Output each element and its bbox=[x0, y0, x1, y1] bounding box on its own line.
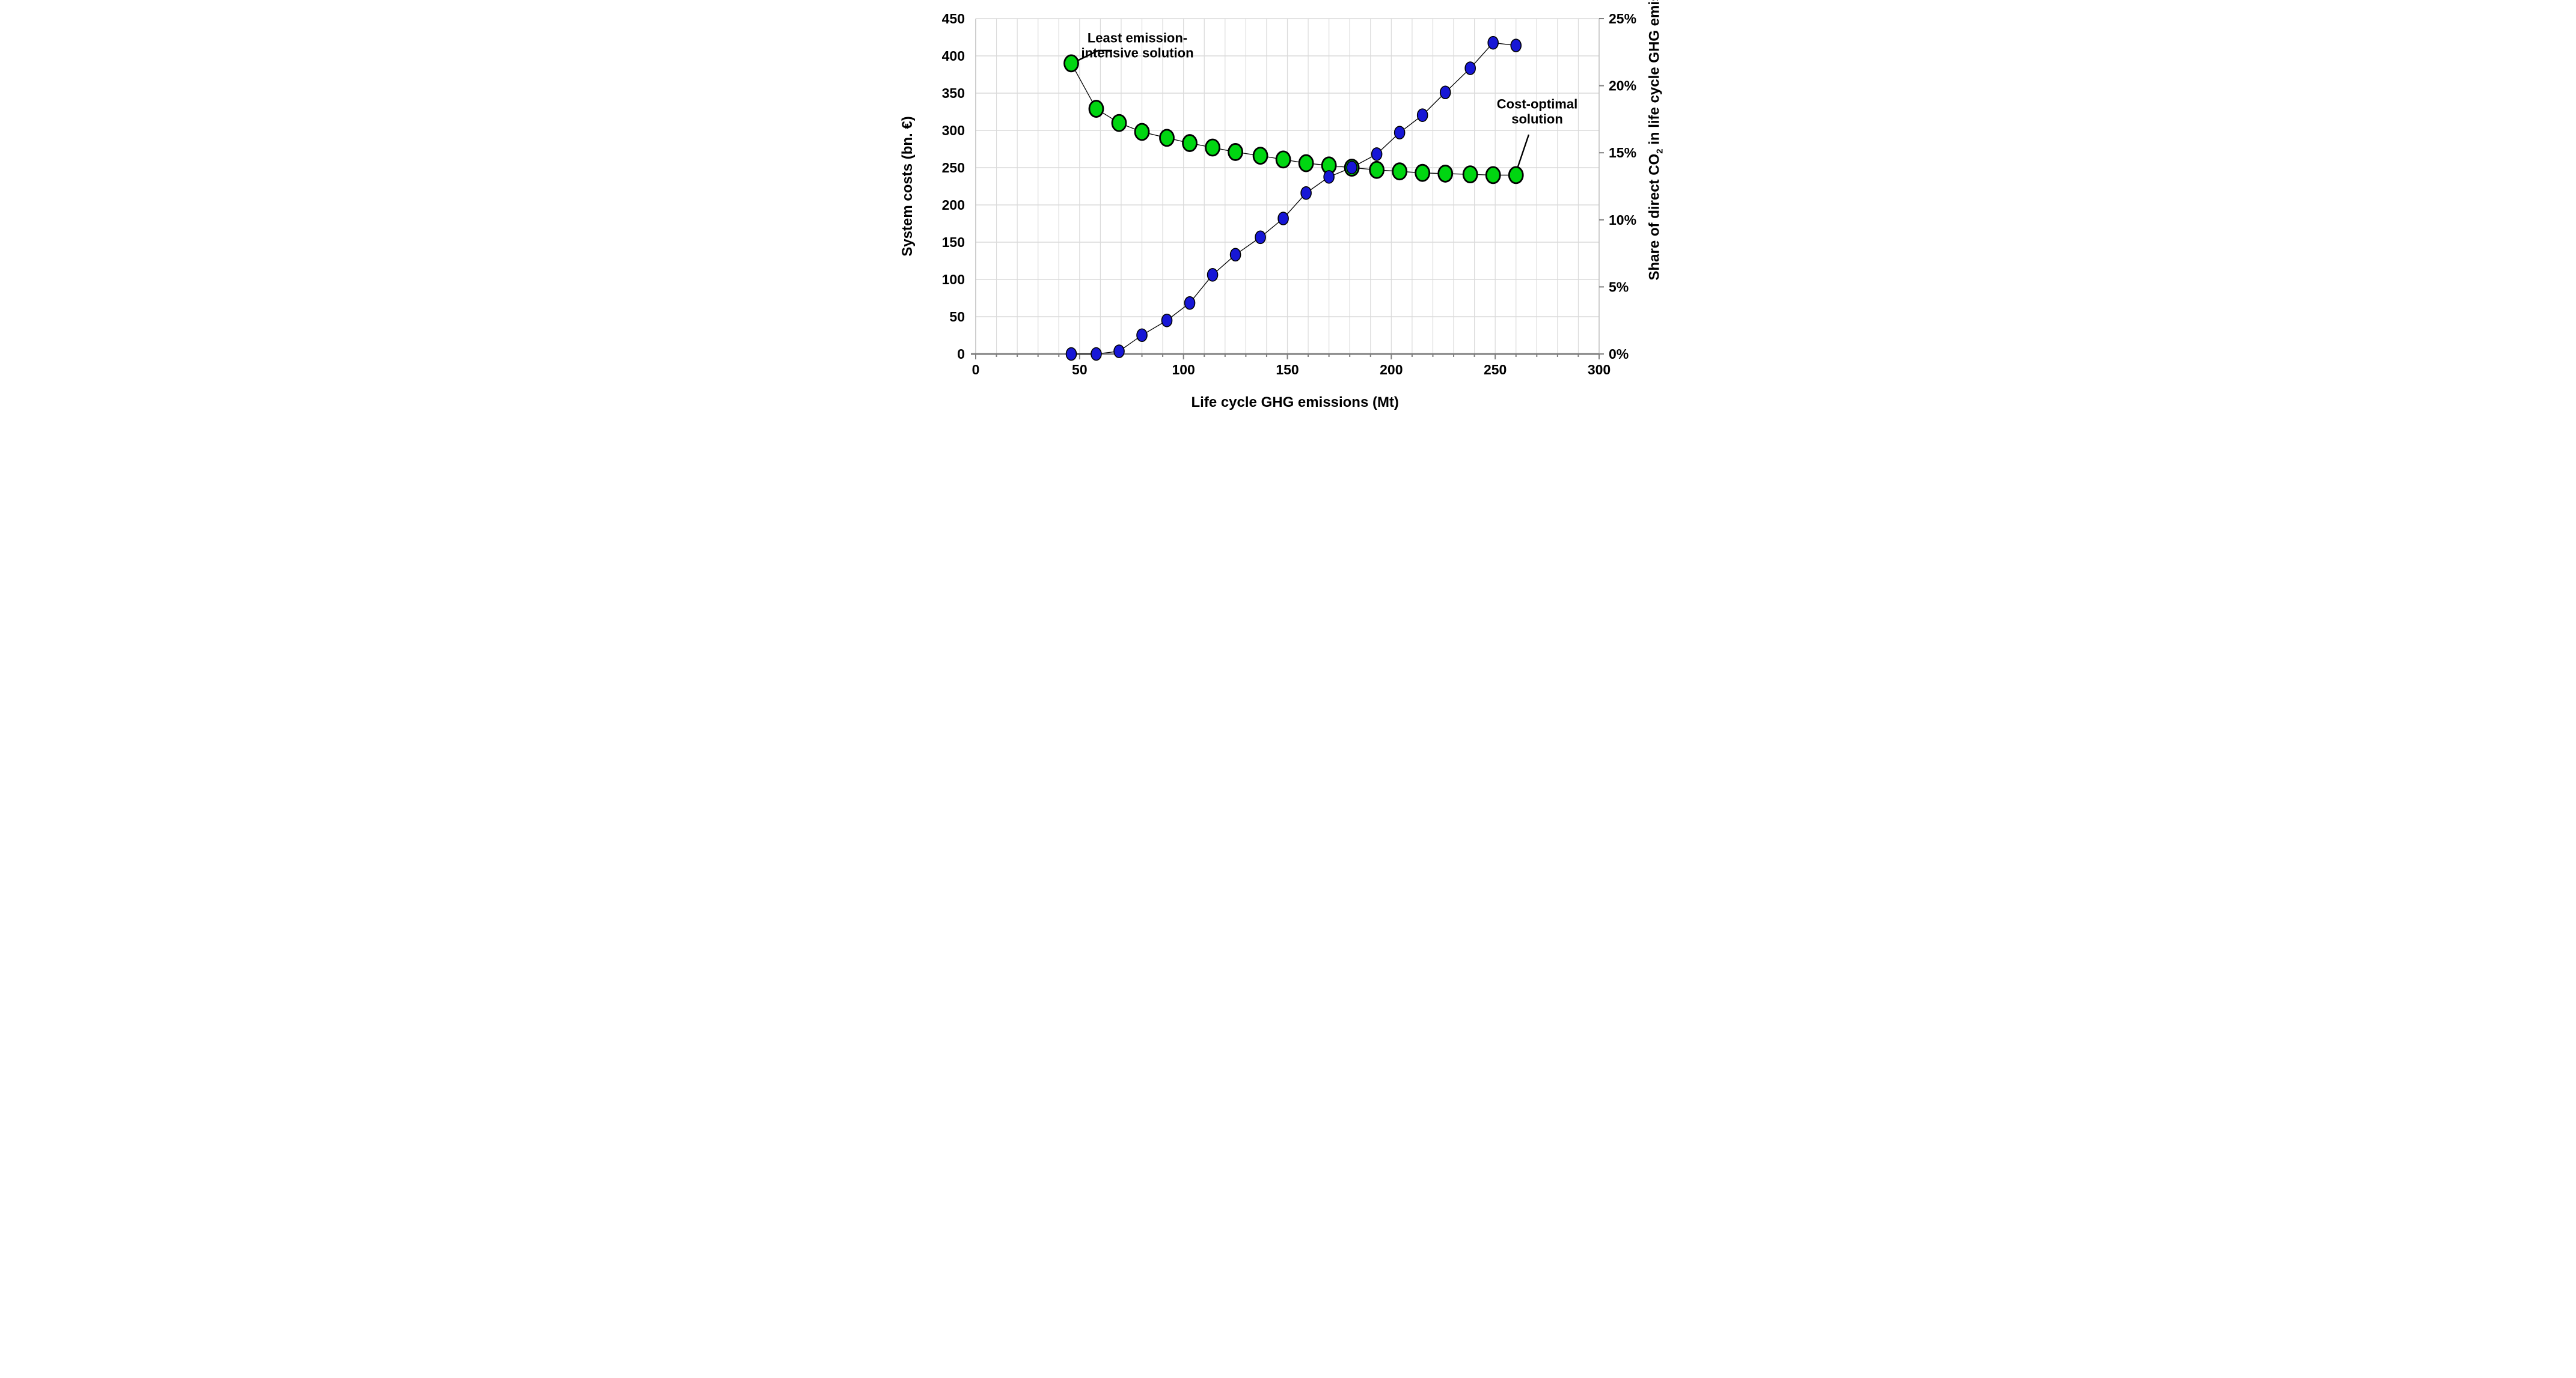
data-point-costs bbox=[1088, 100, 1104, 118]
data-point-share bbox=[1394, 126, 1406, 140]
y-right-tick-label: 20% bbox=[1609, 78, 1636, 94]
x-tick-label: 50 bbox=[1072, 362, 1088, 377]
data-point-costs bbox=[1298, 154, 1314, 172]
data-point-costs bbox=[1415, 163, 1431, 182]
co2-subscript: 2 bbox=[1654, 148, 1665, 154]
data-point-costs bbox=[1485, 166, 1501, 184]
y-axis-title-left: System costs (bn. €) bbox=[899, 116, 916, 257]
data-point-share bbox=[1323, 170, 1335, 184]
y-right-tick-label: 25% bbox=[1609, 11, 1636, 26]
y-left-tick-label: 150 bbox=[942, 234, 965, 250]
data-point-share bbox=[1300, 186, 1312, 200]
data-point-costs bbox=[1159, 129, 1175, 147]
y-left-tick-label: 250 bbox=[942, 160, 965, 175]
y-left-tick-label: 450 bbox=[942, 11, 965, 26]
data-point-share bbox=[1371, 147, 1383, 161]
y-left-tick-label: 100 bbox=[942, 272, 965, 287]
x-tick-label: 100 bbox=[1172, 362, 1195, 377]
data-point-share bbox=[1255, 230, 1266, 245]
data-point-share bbox=[1161, 313, 1173, 328]
data-point-share bbox=[1091, 347, 1102, 361]
x-axis-title: Life cycle GHG emissions (Mt) bbox=[1191, 394, 1399, 410]
data-point-costs bbox=[1275, 150, 1291, 169]
y-right-tick-label: 15% bbox=[1609, 145, 1636, 160]
data-point-share bbox=[1136, 328, 1148, 343]
y-right-tick-label: 10% bbox=[1609, 212, 1636, 228]
data-point-costs bbox=[1182, 134, 1198, 152]
y-axis-title-right-text: Share of direct CO bbox=[1646, 153, 1663, 281]
data-point-costs bbox=[1369, 160, 1385, 179]
y-right-tick-label: 5% bbox=[1609, 279, 1629, 294]
data-point-costs bbox=[1437, 165, 1454, 183]
annotation-least-line2: intensive solution bbox=[1081, 45, 1194, 60]
x-tick-label: 300 bbox=[1588, 362, 1611, 377]
y-left-tick-label: 350 bbox=[942, 85, 965, 101]
annotation-least-line1: Least emission- bbox=[1087, 30, 1188, 46]
data-point-costs bbox=[1252, 147, 1268, 165]
x-tick-label: 150 bbox=[1276, 362, 1299, 377]
y-left-tick-label: 50 bbox=[949, 309, 965, 325]
data-point-costs bbox=[1508, 166, 1524, 184]
data-point-share bbox=[1416, 108, 1428, 123]
data-point-share bbox=[1229, 248, 1241, 262]
data-point-share bbox=[1207, 268, 1219, 282]
y-left-tick-label: 400 bbox=[942, 48, 965, 64]
x-tick-label: 250 bbox=[1484, 362, 1507, 377]
data-point-costs bbox=[1228, 143, 1243, 161]
data-point-share bbox=[1277, 212, 1289, 225]
x-tick-label: 200 bbox=[1380, 362, 1403, 377]
y-axis-title-right: Share of direct CO2 in life cycle GHG em… bbox=[1646, 0, 1665, 281]
data-point-costs bbox=[1462, 165, 1478, 184]
data-point-share bbox=[1464, 61, 1476, 75]
data-point-share bbox=[1184, 296, 1196, 310]
annotation-costopt-line2: solution bbox=[1511, 111, 1563, 126]
data-point-share bbox=[1065, 347, 1077, 361]
y-left-tick-label: 0 bbox=[957, 346, 965, 362]
y-axis-title-right-text2: in life cycle GHG emissions bbox=[1646, 0, 1663, 149]
system-costs-line bbox=[1071, 63, 1516, 176]
data-point-costs bbox=[1063, 54, 1079, 73]
data-point-share bbox=[1510, 38, 1522, 52]
data-point-costs bbox=[1205, 138, 1220, 157]
annotation-least-emission: Least emission- intensive solution bbox=[1081, 31, 1193, 60]
data-point-costs bbox=[1111, 114, 1127, 132]
data-point-costs bbox=[1134, 123, 1150, 141]
annotation-leader-least bbox=[1073, 49, 1112, 64]
data-point-costs bbox=[1392, 162, 1408, 181]
y-right-tick-label: 0% bbox=[1609, 346, 1629, 362]
data-point-share bbox=[1113, 344, 1125, 358]
pareto-front-chart: 0 50 100 150 200 250 300 0 50 100 150 200 250 300 350 4… bbox=[942, 11, 1636, 377]
x-tick-label: 0 bbox=[972, 362, 980, 377]
data-point-share bbox=[1487, 35, 1499, 50]
data-point-share bbox=[1439, 85, 1451, 100]
y-left-tick-label: 300 bbox=[942, 123, 965, 138]
data-point-share bbox=[1346, 160, 1357, 175]
chart-container: 0 50 100 150 200 250 300 0 50 100 150 200 250 300 350 4… bbox=[899, 0, 1674, 413]
y-left-tick-label: 200 bbox=[942, 197, 965, 213]
annotation-cost-optimal: Cost-optimal solution bbox=[1497, 97, 1577, 126]
annotation-costopt-line1: Cost-optimal bbox=[1496, 96, 1578, 112]
